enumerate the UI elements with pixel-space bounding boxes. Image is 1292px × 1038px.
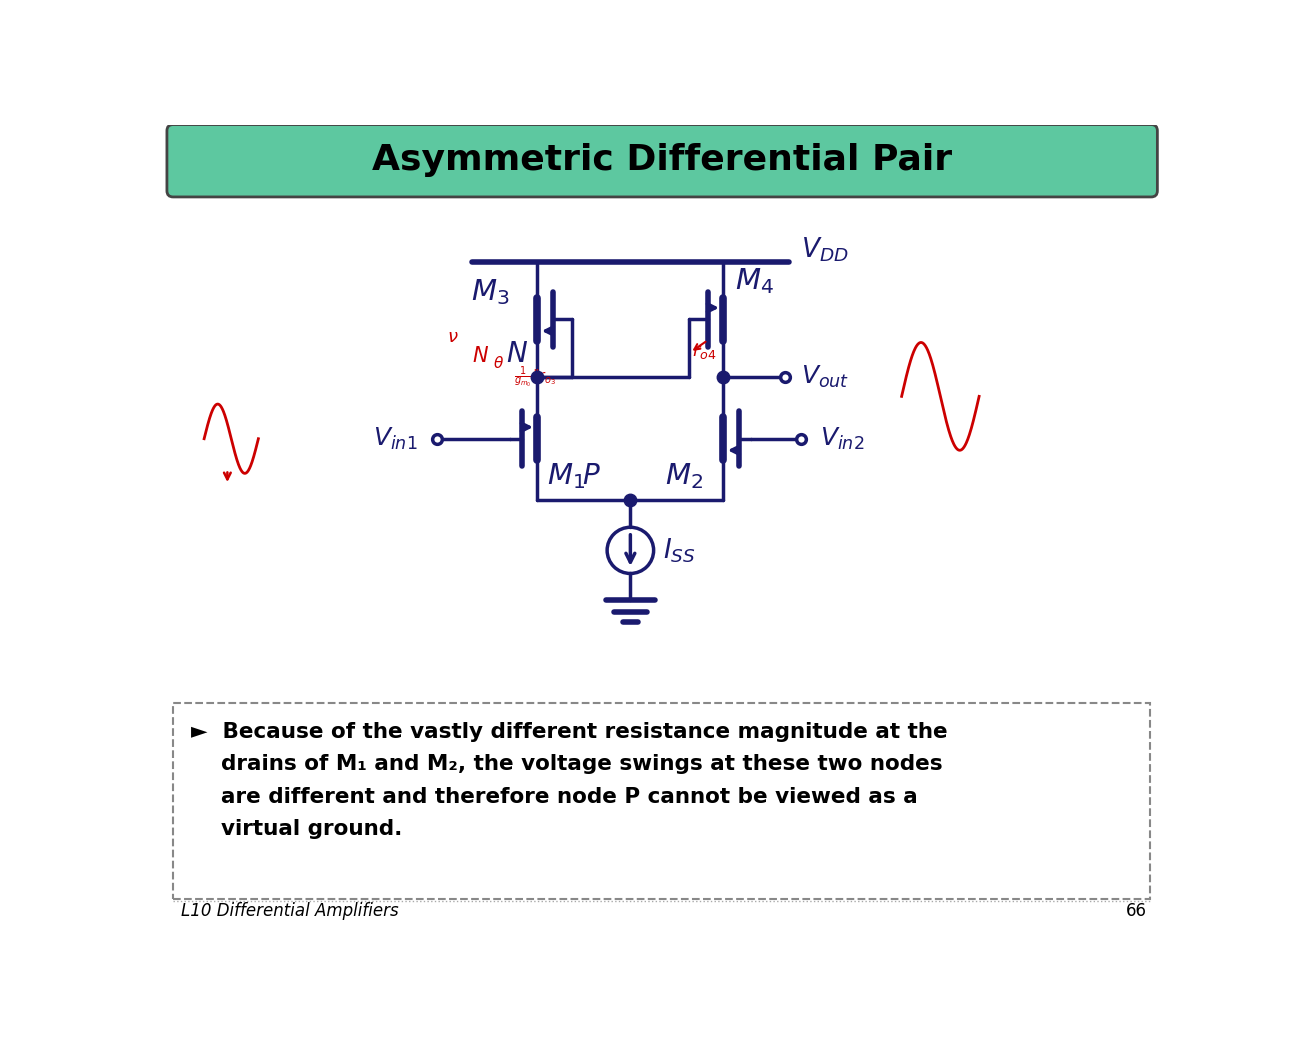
Text: $V_{in1}$: $V_{in1}$ bbox=[372, 426, 417, 452]
Text: $V_{in2}$: $V_{in2}$ bbox=[820, 426, 864, 452]
Text: $\theta$: $\theta$ bbox=[494, 355, 504, 371]
Text: $M_1$: $M_1$ bbox=[547, 461, 585, 491]
Text: L10 Differential Amplifiers: L10 Differential Amplifiers bbox=[181, 902, 398, 921]
Text: $V_{DD}$: $V_{DD}$ bbox=[801, 236, 849, 265]
Text: 66: 66 bbox=[1127, 902, 1147, 921]
Text: $r_{o4}$: $r_{o4}$ bbox=[693, 343, 717, 360]
Text: $P$: $P$ bbox=[583, 462, 601, 490]
Text: $I_{SS}$: $I_{SS}$ bbox=[663, 536, 695, 565]
Text: $\nu$: $\nu$ bbox=[447, 328, 459, 347]
FancyBboxPatch shape bbox=[167, 125, 1158, 197]
Text: $M_3$: $M_3$ bbox=[472, 277, 510, 307]
Text: $N$: $N$ bbox=[472, 346, 488, 365]
Text: $N$: $N$ bbox=[506, 339, 528, 367]
Text: $\frac{1}{g_{m_0}}\|r_{o_3}$: $\frac{1}{g_{m_0}}\|r_{o_3}$ bbox=[514, 364, 557, 390]
Text: are different and therefore node P cannot be viewed as a: are different and therefore node P canno… bbox=[191, 787, 917, 807]
Text: drains of M₁ and M₂, the voltage swings at these two nodes: drains of M₁ and M₂, the voltage swings … bbox=[191, 755, 943, 774]
Text: $V_{out}$: $V_{out}$ bbox=[801, 364, 849, 390]
Text: virtual ground.: virtual ground. bbox=[191, 819, 402, 839]
Text: Asymmetric Differential Pair: Asymmetric Differential Pair bbox=[372, 143, 952, 177]
Text: $M_4$: $M_4$ bbox=[735, 266, 774, 296]
Text: $M_2$: $M_2$ bbox=[665, 461, 703, 491]
Text: ►  Because of the vastly different resistance magnitude at the: ► Because of the vastly different resist… bbox=[191, 722, 947, 742]
FancyBboxPatch shape bbox=[173, 703, 1150, 899]
